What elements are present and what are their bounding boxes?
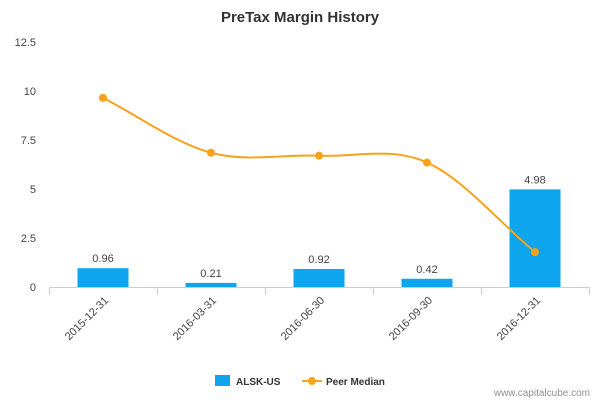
y-tick-label: 10 [24,86,36,98]
y-axis: 0 2.5 5 7.5 10 12.5 [15,37,36,294]
point-peer-median[interactable] [207,148,215,157]
legend-label-peer-median[interactable]: Peer Median [326,377,385,388]
x-tick-label: 2016-06-30 [279,295,327,343]
legend: ALSK-US Peer Median [215,375,385,388]
bar-data-label: 4.98 [524,174,545,186]
legend-swatch-alsk-us [215,375,230,386]
x-tick-label: 2016-09-30 [387,295,435,343]
y-tick-label: 0 [30,282,36,294]
y-tick-label: 2.5 [21,233,36,245]
bar-alsk-us[interactable] [401,278,453,287]
legend-label-alsk-us[interactable]: ALSK-US [236,377,281,388]
bar-data-label: 0.92 [308,254,329,266]
point-peer-median[interactable] [315,151,323,160]
x-tick-label: 2015-12-31 [63,295,111,343]
bar-alsk-us[interactable] [509,189,561,287]
point-peer-median[interactable] [423,158,431,167]
bar-data-label: 0.96 [92,253,113,265]
x-tick-label: 2016-03-31 [171,295,219,343]
bar-series: 0.96 0.21 0.92 0.42 4.98 [77,174,561,287]
line-series [99,93,539,257]
legend-swatch-dot-peer-median [308,377,316,385]
bar-alsk-us[interactable] [293,268,345,287]
point-peer-median[interactable] [531,248,539,257]
x-tick-label: 2016-12-31 [495,295,543,343]
y-tick-label: 12.5 [15,37,36,49]
chart-title: PreTax Margin History [221,9,380,26]
bar-alsk-us[interactable] [77,268,129,287]
bar-data-label: 0.21 [200,268,221,280]
x-axis: 2015-12-31 2016-03-31 2016-06-30 2016-09-30… [49,287,590,343]
credit-text: www.capitalcube.com [493,388,590,399]
bar-alsk-us[interactable] [185,282,237,287]
y-tick-label: 5 [30,184,36,196]
y-tick-label: 7.5 [21,135,36,147]
line-peer-median [102,96,536,253]
point-peer-median[interactable] [99,93,107,102]
bar-data-label: 0.42 [416,264,437,276]
